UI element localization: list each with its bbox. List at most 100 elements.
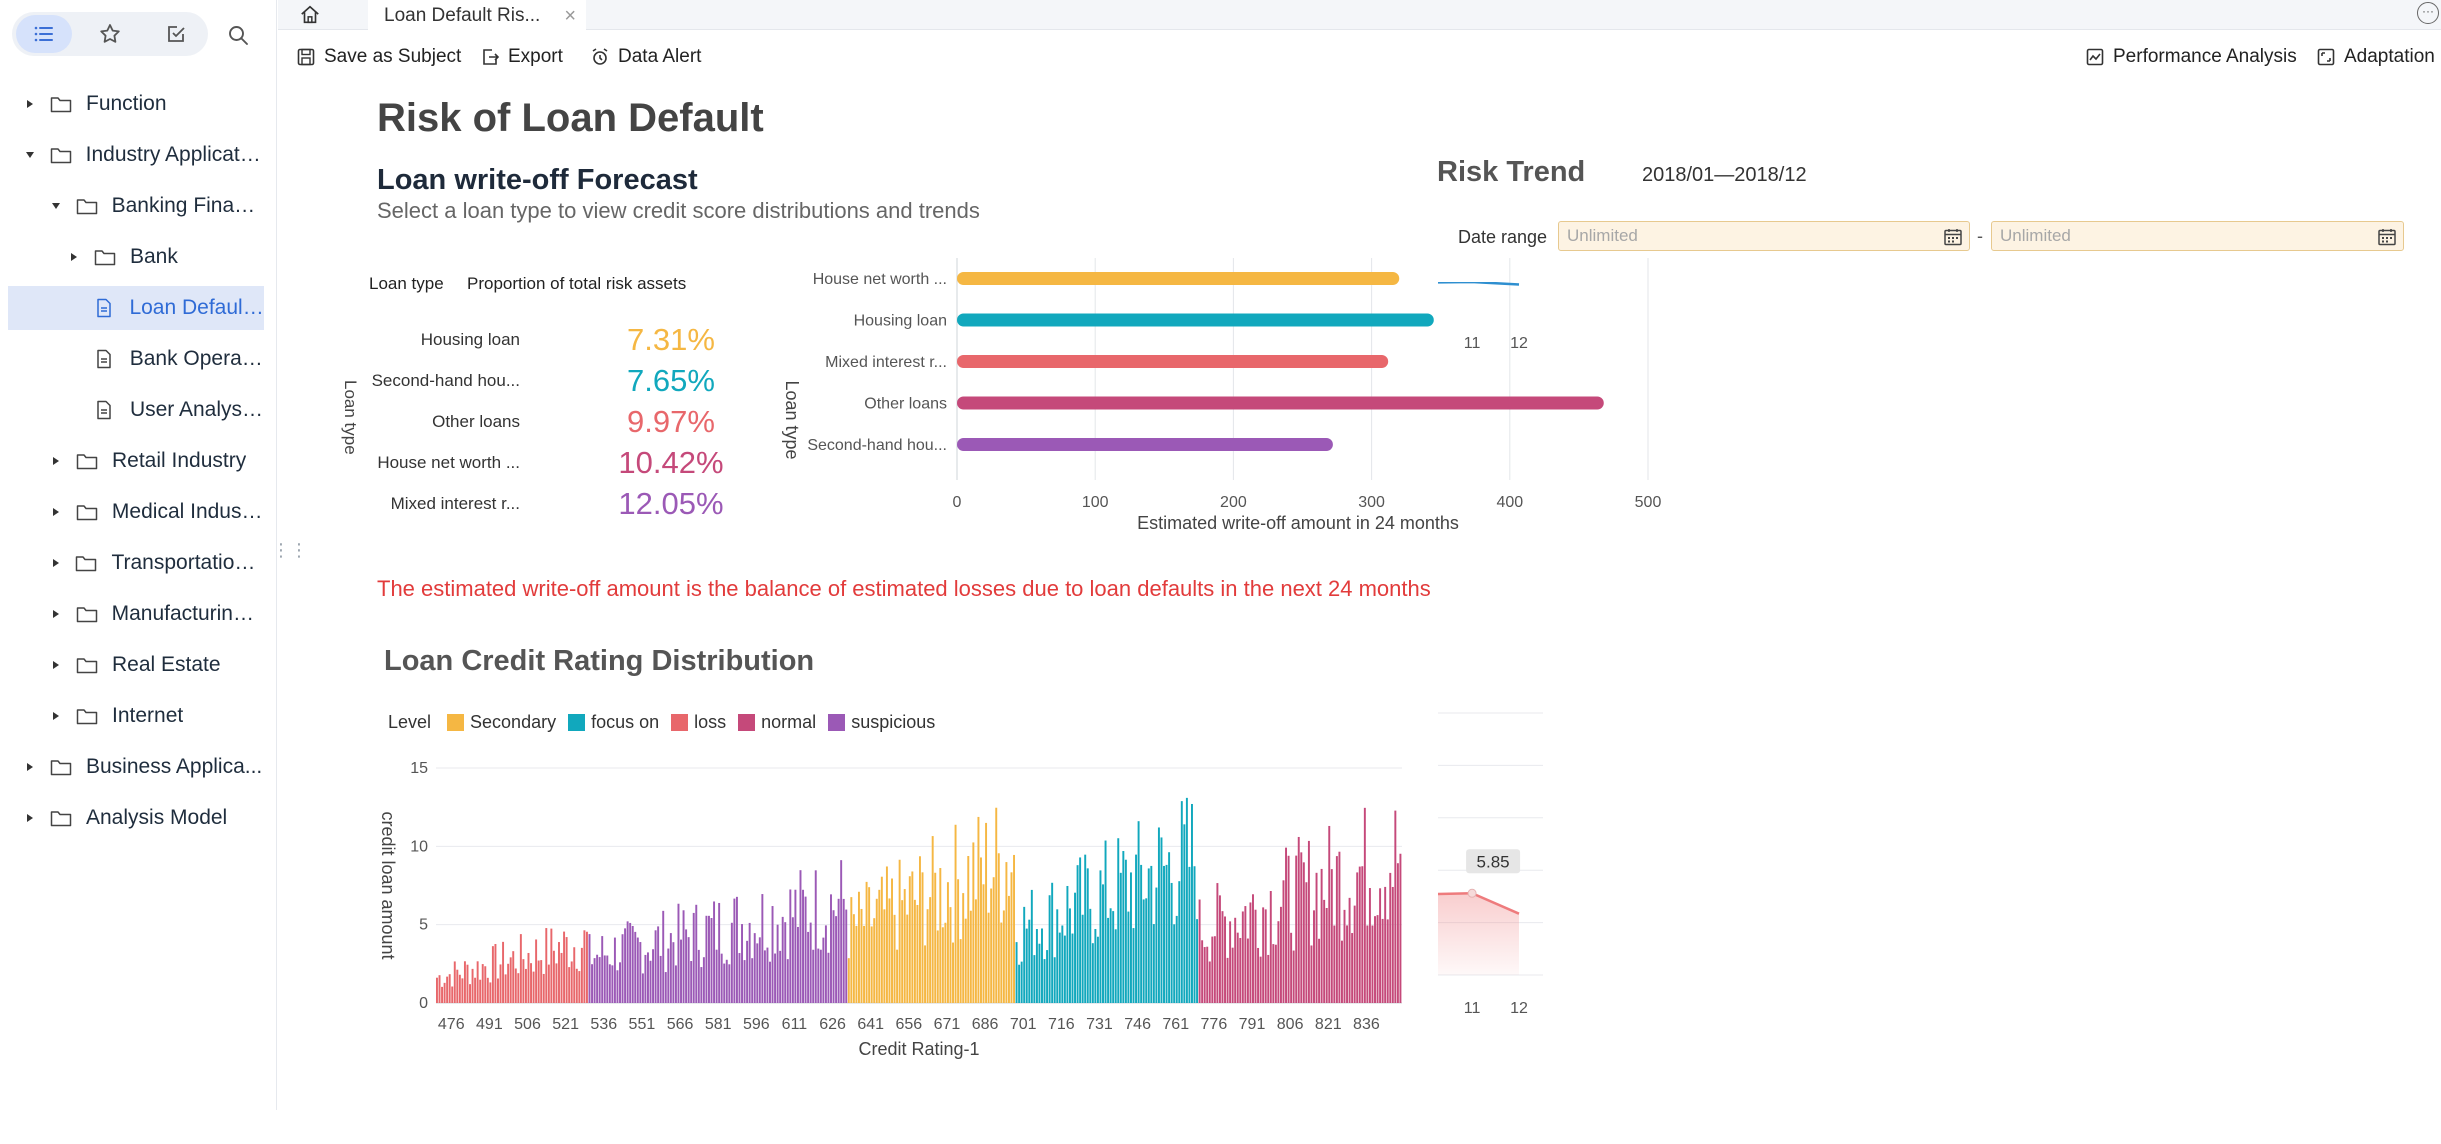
legend-item[interactable]: loss: [671, 712, 726, 733]
bar: [934, 872, 937, 1003]
bar: [509, 957, 512, 1003]
bar: [995, 807, 998, 1003]
tree-item-function[interactable]: Function: [8, 82, 264, 126]
view-switcher: [12, 12, 208, 56]
caret-right-icon[interactable]: [66, 249, 82, 265]
kpi-loan-type[interactable]: Other loans: [432, 412, 520, 431]
x-tick-label: 836: [1353, 1016, 1380, 1033]
bar: [1396, 863, 1399, 1003]
risk-trend-title: Risk Trend: [1437, 156, 1586, 188]
check-icon[interactable]: [148, 15, 204, 53]
tree-item-banking-finance[interactable]: Banking Finance: [8, 184, 264, 228]
home-icon[interactable]: [292, 2, 328, 28]
bar: [880, 876, 883, 1003]
bar: [458, 974, 461, 1003]
bar: [1107, 917, 1110, 1003]
bar: [499, 964, 502, 1003]
kpi-loan-type[interactable]: Housing loan: [420, 330, 520, 349]
bar: [535, 939, 538, 1003]
bar: [954, 824, 957, 1003]
caret-right-icon[interactable]: [22, 759, 38, 775]
y-tick-label: Second-hand hou...: [807, 437, 947, 454]
adaptation-button[interactable]: Adaptation: [2316, 44, 2435, 70]
bar: [830, 894, 832, 1003]
x-tick-label: 821: [1315, 1016, 1342, 1033]
bar: [608, 964, 611, 1003]
bar: [507, 963, 510, 1003]
close-icon[interactable]: ×: [564, 5, 576, 27]
caret-right-icon[interactable]: [48, 606, 64, 622]
kpi-loan-type[interactable]: Second-hand hou...: [371, 371, 520, 390]
caret-right-icon[interactable]: [48, 504, 64, 520]
bar: [1282, 880, 1285, 1003]
bar: [926, 909, 929, 1003]
tree-item-bank-operat[interactable]: Bank Operat...: [8, 337, 264, 381]
bar: [1152, 924, 1155, 1003]
folder-icon: [76, 604, 98, 624]
caret-right-icon[interactable]: [48, 708, 64, 724]
x-tick-label: 100: [1082, 494, 1109, 511]
caret-right-icon[interactable]: [22, 96, 38, 112]
caret-right-icon[interactable]: [48, 555, 63, 571]
kpi-loan-type[interactable]: House net worth ...: [377, 453, 520, 472]
x-tick-label: 776: [1201, 1016, 1228, 1033]
y-axis-title: credit loan amount: [378, 811, 398, 959]
caret-right-icon[interactable]: [48, 453, 64, 469]
tree-item-real-estate[interactable]: Real Estate: [8, 643, 264, 687]
bar: [1129, 872, 1132, 1003]
export-button[interactable]: Export: [480, 44, 563, 70]
tab-loan-default-risk[interactable]: Loan Default Ris... ×: [368, 0, 586, 31]
tree-item-medical-industry[interactable]: Medical Industry: [8, 490, 264, 534]
tree-item-user-analysi[interactable]: User Analysi...: [8, 388, 264, 432]
legend-item[interactable]: suspicious: [828, 712, 935, 733]
more-icon[interactable]: ···: [2417, 2, 2439, 24]
bar: [1206, 946, 1209, 1003]
risk-trend-range: 2018/01—2018/12: [1642, 164, 1807, 186]
caret-down-icon[interactable]: [48, 198, 64, 214]
bar: [939, 868, 942, 1003]
bar: [461, 978, 464, 1003]
legend-item[interactable]: focus on: [568, 712, 659, 733]
legend-item[interactable]: normal: [738, 712, 816, 733]
bar: [441, 986, 444, 1003]
data-alert-label: Data Alert: [618, 46, 702, 67]
calendar-icon[interactable]: [1943, 227, 1963, 247]
bar: [669, 933, 672, 1003]
search-icon[interactable]: [222, 19, 254, 51]
export-icon: [483, 49, 500, 65]
tree-item-industry-application[interactable]: Industry Application: [8, 133, 264, 177]
tree-item-retail-industry[interactable]: Retail Industry: [8, 439, 264, 483]
tree-item-bank[interactable]: Bank: [8, 235, 264, 279]
legend-item[interactable]: Secondary: [447, 712, 556, 733]
tree-item-label: Analysis Model: [86, 806, 228, 829]
bar: [814, 870, 817, 1003]
calendar-icon[interactable]: [2377, 227, 2397, 247]
caret-right-icon[interactable]: [48, 657, 64, 673]
data-alert-button[interactable]: Data Alert: [590, 44, 701, 70]
bar: [619, 962, 621, 1003]
caret-down-icon[interactable]: [22, 147, 38, 163]
bar: [1333, 925, 1336, 1003]
tree-item-internet[interactable]: Internet: [8, 694, 264, 738]
bar: [997, 853, 1000, 1003]
save-as-subject-button[interactable]: Save as Subject: [296, 44, 461, 70]
tree-item-label: Transportation ...: [111, 551, 264, 574]
bar: [1302, 862, 1305, 1003]
folder-icon: [94, 247, 116, 267]
star-icon[interactable]: [82, 15, 138, 53]
tree-item-manufacturing[interactable]: Manufacturing ...: [8, 592, 264, 636]
bar: [789, 889, 792, 1003]
tree-item-transportation[interactable]: Transportation ...: [8, 541, 264, 585]
tree-item-loan-default[interactable]: Loan Default...: [8, 286, 264, 330]
tree-item-analysis-model[interactable]: Analysis Model: [8, 796, 264, 840]
performance-analysis-button[interactable]: Performance Analysis: [2085, 44, 2297, 70]
list-icon[interactable]: [16, 15, 72, 53]
bar: [1323, 899, 1326, 1003]
date-to-input[interactable]: Unlimited: [1991, 221, 2404, 251]
bar: [1048, 895, 1051, 1003]
bar: [573, 947, 576, 1003]
caret-right-icon[interactable]: [22, 810, 38, 826]
kpi-loan-type[interactable]: Mixed interest r...: [390, 494, 520, 513]
date-from-input[interactable]: Unlimited: [1558, 221, 1970, 251]
tree-item-business-applica[interactable]: Business Applica...: [8, 745, 264, 789]
